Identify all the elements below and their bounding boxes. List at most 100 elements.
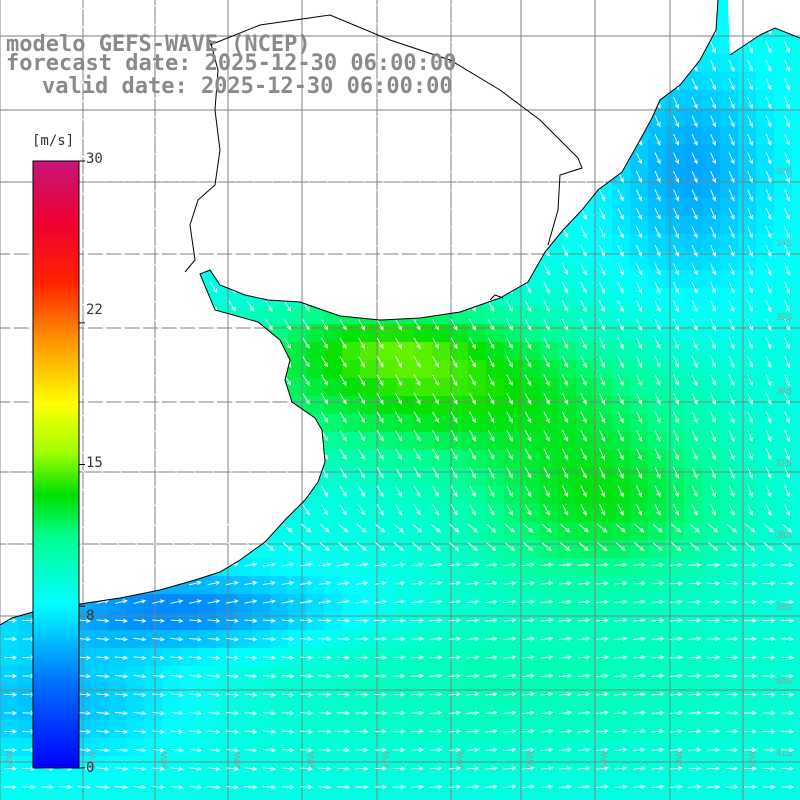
speed-cell [522, 486, 541, 505]
speed-cell [756, 252, 775, 271]
speed-cell [792, 126, 800, 145]
speed-cell [576, 396, 595, 415]
wind-arrow [466, 766, 480, 771]
wind-arrow [673, 448, 680, 461]
wind-arrow [281, 618, 295, 623]
speed-cell [504, 486, 523, 505]
wind-arrow [744, 673, 758, 679]
wind-arrow [246, 245, 255, 257]
speed-cell [216, 288, 235, 307]
wind-arrow [747, 152, 753, 165]
longitude-label: 62W [4, 750, 14, 769]
speed-cell [252, 594, 271, 613]
wind-arrow [135, 282, 144, 294]
wind-arrow [152, 562, 165, 567]
wind-arrow [691, 281, 698, 294]
wind-arrow [24, 504, 33, 516]
wind-arrow [302, 337, 310, 349]
wind-arrow [710, 448, 717, 461]
speed-cell [450, 504, 469, 523]
speed-cell [756, 594, 775, 613]
wind-arrow [98, 226, 107, 238]
speed-cell [720, 198, 739, 217]
speed-cell [396, 522, 415, 541]
wind-arrow [299, 618, 314, 623]
wind-arrow [117, 60, 126, 72]
speed-cell [594, 450, 613, 469]
wind-arrow [617, 300, 624, 313]
speed-cell [486, 432, 505, 451]
speed-cell [162, 792, 181, 800]
wind-arrow [598, 226, 606, 239]
wind-arrow [561, 78, 569, 91]
wind-arrow [614, 766, 628, 771]
wind-arrow [24, 263, 33, 275]
wind-arrow [688, 673, 702, 678]
wind-arrow [558, 747, 573, 752]
speed-cell [270, 306, 289, 325]
wind-arrow [598, 355, 606, 368]
wind-arrow [80, 430, 89, 442]
wind-arrow [651, 636, 665, 641]
speed-cell [252, 558, 271, 577]
wind-arrow [135, 467, 144, 479]
speed-cell [594, 720, 613, 739]
wind-arrow [98, 245, 107, 257]
wind-arrow [302, 430, 310, 442]
wind-arrow [632, 747, 647, 752]
speed-cell [72, 774, 91, 793]
speed-cell [432, 720, 451, 739]
wind-arrow [524, 152, 532, 165]
wind-arrow [560, 523, 571, 533]
speed-cell [504, 504, 523, 523]
wind-arrow [3, 747, 18, 753]
wind-arrow [635, 392, 643, 405]
speed-cell [756, 216, 775, 235]
wind-arrow [543, 263, 550, 276]
speed-cell [792, 540, 800, 559]
wind-arrow [413, 4, 421, 17]
wind-arrow [691, 392, 698, 405]
wind-arrow [765, 22, 772, 35]
wind-arrow [395, 282, 403, 294]
wind-arrow [617, 374, 624, 387]
wind-arrow [135, 504, 144, 516]
speed-cell [576, 324, 595, 343]
speed-cell [774, 126, 793, 145]
speed-cell [144, 738, 163, 757]
speed-cell [432, 522, 451, 541]
wind-arrow [3, 692, 18, 697]
speed-cell [684, 162, 703, 181]
wind-arrow [632, 562, 647, 567]
wind-arrow [374, 673, 388, 679]
wind-arrow [413, 23, 421, 35]
wind-arrow [728, 411, 735, 424]
wind-arrow [632, 618, 647, 623]
wind-arrow [265, 97, 273, 109]
speed-cell [684, 540, 703, 559]
wind-arrow [635, 263, 643, 276]
speed-cell [324, 468, 343, 487]
wind-arrow [486, 542, 497, 552]
speed-cell [756, 180, 775, 199]
wind-arrow [543, 374, 550, 387]
speed-cell [252, 792, 271, 800]
wind-arrow [506, 244, 513, 257]
speed-cell [774, 252, 793, 271]
wind-arrow [172, 189, 181, 201]
wind-arrow [597, 542, 608, 552]
speed-cell [792, 720, 800, 739]
wind-arrow [617, 59, 624, 72]
speed-cell [702, 162, 721, 181]
speed-cell [702, 450, 721, 469]
wind-arrow [450, 281, 458, 294]
wind-arrow [598, 244, 606, 257]
wind-arrow [728, 466, 735, 479]
wind-arrow [263, 562, 276, 567]
speed-cell [126, 738, 145, 757]
wind-arrow [395, 393, 403, 405]
speed-cell [540, 792, 559, 800]
speed-cell [360, 738, 379, 757]
wind-arrow [558, 618, 573, 623]
wind-arrow [283, 300, 292, 312]
